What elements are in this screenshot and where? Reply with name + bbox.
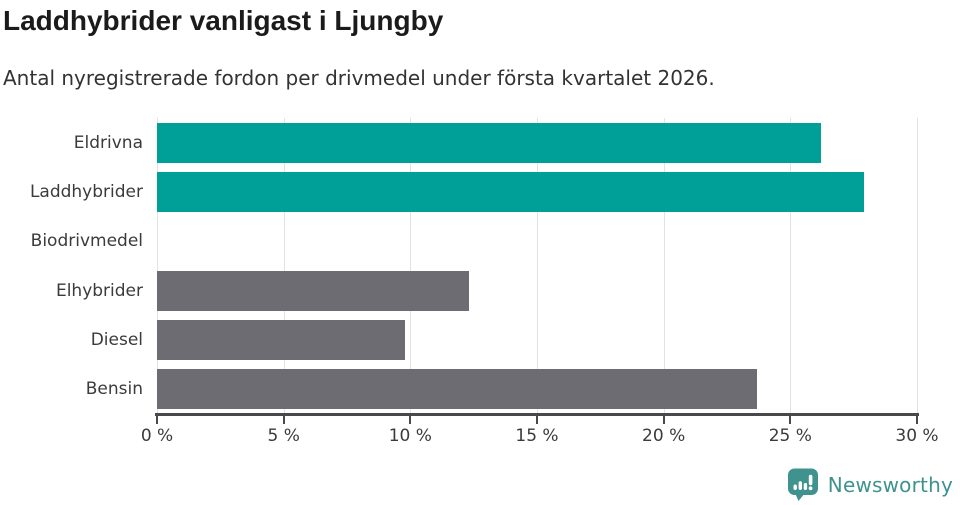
bar-track	[157, 122, 917, 163]
chart-subtitle: Antal nyregistrerade fordon per drivmede…	[3, 66, 715, 90]
chart-title: Laddhybrider vanligast i Ljungby	[3, 5, 444, 36]
x-axis-line	[155, 413, 919, 416]
bar-track	[157, 369, 917, 410]
gridline	[537, 118, 538, 414]
bar-laddhybrider	[157, 171, 864, 212]
bar-row: Biodrivmedel	[0, 217, 960, 266]
bar-chart: Eldrivna Laddhybrider Biodrivmedel Elhybrid…	[0, 118, 960, 463]
gridline	[917, 118, 918, 414]
bar-track	[157, 270, 917, 311]
bar-diesel	[157, 319, 406, 360]
bar-track	[157, 319, 917, 360]
x-tick-label: 20 %	[642, 426, 686, 446]
category-label: Eldrivna	[73, 132, 143, 153]
brand-name: Newsworthy	[827, 472, 953, 497]
gridline	[790, 118, 792, 414]
x-axis-tick	[156, 416, 158, 424]
gridline	[157, 118, 158, 414]
bar-row: Elhybrider	[0, 266, 960, 315]
bar-row: Bensin	[0, 365, 960, 414]
bar-bensin	[157, 369, 758, 410]
category-label: Bensin	[85, 379, 143, 400]
x-axis-tick	[409, 416, 412, 424]
bar-eldrivna	[157, 122, 821, 163]
x-axis-ticks	[156, 416, 918, 424]
category-label: Laddhybrider	[29, 181, 143, 202]
x-tick-label: 15 %	[515, 426, 559, 446]
bar-rows: Eldrivna Laddhybrider Biodrivmedel Elhybrid…	[0, 118, 960, 414]
x-tick-label: 30 %	[895, 426, 939, 446]
gridline	[663, 118, 665, 414]
x-axis-tick	[282, 416, 285, 424]
x-tick-label: 10 %	[388, 426, 432, 446]
newsworthy-speech-bubble-bar-chart-icon	[787, 468, 818, 501]
x-axis-tick	[916, 416, 918, 424]
category-label: Diesel	[90, 329, 143, 350]
x-tick-label: 0 %	[140, 426, 174, 446]
category-label: Biodrivmedel	[30, 231, 143, 252]
bar-elhybrider	[157, 270, 469, 311]
gridlines	[157, 118, 918, 414]
bar-track	[157, 171, 917, 212]
x-axis-tick	[789, 416, 792, 424]
bar-row: Diesel	[0, 315, 960, 364]
bar-track	[157, 221, 917, 261]
x-axis-tick	[536, 416, 538, 424]
gridline	[410, 118, 412, 414]
bar-row: Eldrivna	[0, 118, 960, 167]
gridline	[283, 118, 285, 414]
bar-row: Laddhybrider	[0, 167, 960, 216]
x-tick-label: 25 %	[768, 426, 812, 446]
x-axis-labels: 0 % 5 % 10 % 15 % 20 % 25 % 30 %	[141, 426, 939, 450]
category-label: Elhybrider	[55, 280, 143, 301]
x-tick-label: 5 %	[267, 426, 300, 446]
newsworthy-logo: Newsworthy	[786, 467, 953, 502]
x-axis-tick	[662, 416, 665, 424]
